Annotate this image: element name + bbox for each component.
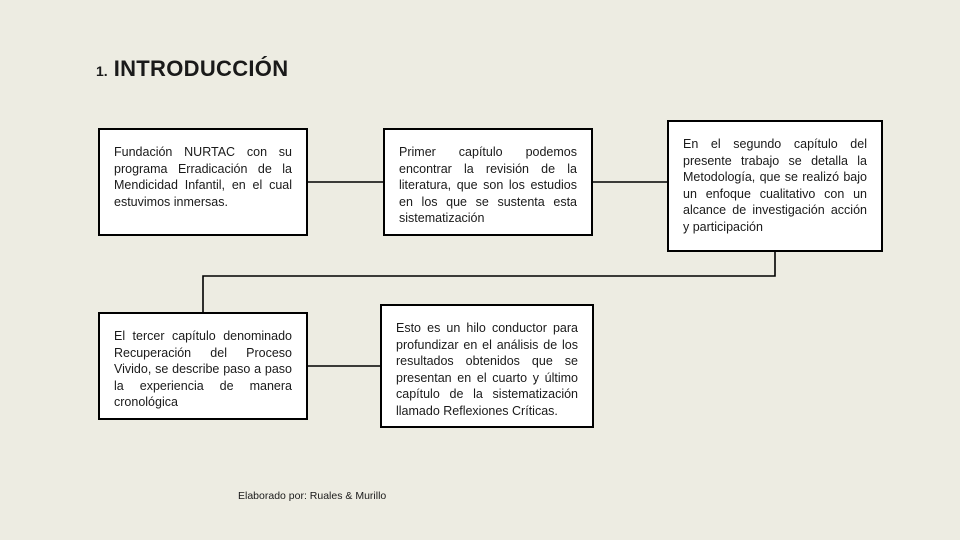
flow-box-5: Esto es un hilo conductor para profundiz… xyxy=(380,304,594,428)
flow-box-1: Fundación NURTAC con su programa Erradic… xyxy=(98,128,308,236)
flow-box-3: En el segundo capítulo del presente trab… xyxy=(667,120,883,252)
flow-box-4: El tercer capítulo denominado Recuperaci… xyxy=(98,312,308,420)
title-text: INTRODUCCIÓN xyxy=(114,56,289,82)
page-title: 1. INTRODUCCIÓN xyxy=(96,56,288,82)
title-number: 1. xyxy=(96,63,108,79)
credit-text: Elaborado por: Ruales & Murillo xyxy=(238,490,386,502)
connector-b3-b4 xyxy=(203,252,775,312)
flow-box-2: Primer capítulo podemos encontrar la rev… xyxy=(383,128,593,236)
